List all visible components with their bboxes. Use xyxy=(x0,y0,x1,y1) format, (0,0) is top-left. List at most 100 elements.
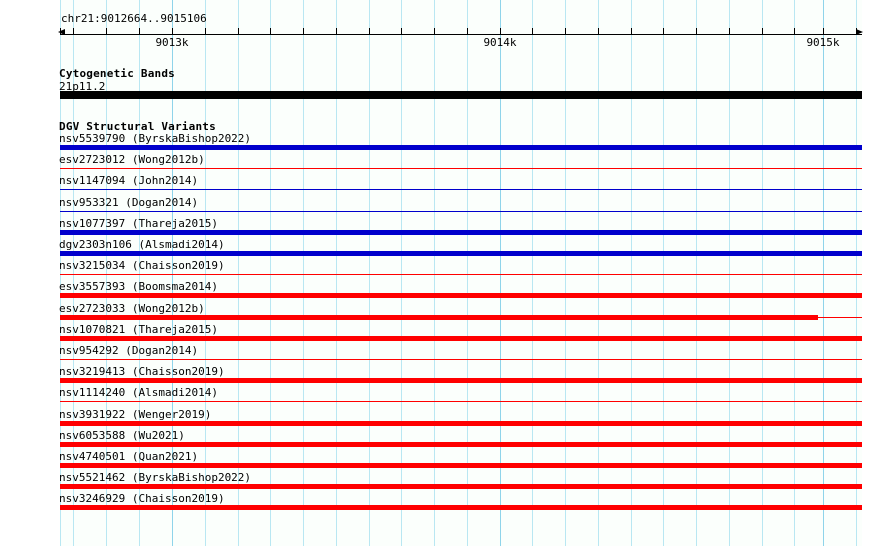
ruler-tick xyxy=(205,28,206,35)
dgv-variant-bar[interactable] xyxy=(60,401,862,403)
ruler-tick xyxy=(369,28,370,35)
right-margin xyxy=(862,0,890,546)
gridline xyxy=(336,0,337,546)
dgv-track-label[interactable]: nsv3246929 (Chaisson2019) xyxy=(59,492,225,506)
gridline xyxy=(270,0,271,546)
dgv-track-label[interactable]: nsv953321 (Dogan2014) xyxy=(59,195,199,209)
ruler-tick xyxy=(762,28,763,35)
ruler-tick xyxy=(663,28,664,35)
ruler-tick xyxy=(500,28,501,35)
ruler-arrow-right-icon xyxy=(856,29,863,35)
gridline xyxy=(172,0,173,546)
ruler-tick xyxy=(856,28,857,35)
ruler-tick xyxy=(238,28,239,35)
ruler-tick xyxy=(696,28,697,35)
ruler-tick xyxy=(172,28,173,35)
gridline xyxy=(663,0,664,546)
ruler-tick xyxy=(303,28,304,35)
gridline xyxy=(823,0,824,546)
gridline xyxy=(532,0,533,546)
gridline xyxy=(369,0,370,546)
dgv-track-label[interactable]: nsv5521462 (ByrskaBishop2022) xyxy=(59,471,252,485)
cytoband-label: 21p11.2 xyxy=(59,80,106,93)
gridline xyxy=(565,0,566,546)
dgv-track-label[interactable]: nsv3219413 (Chaisson2019) xyxy=(59,365,225,379)
cytoband-bar[interactable] xyxy=(60,91,862,99)
dgv-track-label[interactable]: nsv1070821 (Thareja2015) xyxy=(59,322,218,336)
ruler-tick xyxy=(823,28,824,35)
gridline xyxy=(631,0,632,546)
ruler-tick xyxy=(401,28,402,35)
dgv-track-label[interactable]: nsv3931922 (Wenger2019) xyxy=(59,407,212,421)
dgv-variant-bar[interactable] xyxy=(60,189,862,191)
dgv-track-label[interactable]: nsv1114240 (Alsmadi2014) xyxy=(59,386,218,400)
dgv-track-label[interactable]: nsv6053588 (Wu2021) xyxy=(59,428,185,442)
gridline xyxy=(762,0,763,546)
dgv-variant-bar[interactable] xyxy=(60,505,862,511)
ruler-tick xyxy=(794,28,795,35)
dgv-track-label[interactable]: esv3557393 (Boomsma2014) xyxy=(59,280,218,294)
dgv-track-label[interactable]: esv2723012 (Wong2012b) xyxy=(59,153,205,167)
gridline xyxy=(205,0,206,546)
dgv-track-label[interactable]: dgv2303n106 (Alsmadi2014) xyxy=(59,238,225,251)
ruler-tick xyxy=(270,28,271,35)
gridline xyxy=(434,0,435,546)
gridline xyxy=(401,0,402,546)
dgv-variant-bar[interactable] xyxy=(60,420,862,426)
dgv-track-label[interactable]: nsv4740501 (Quan2021) xyxy=(59,450,199,463)
gridline xyxy=(60,0,61,546)
ruler-tick xyxy=(139,28,140,35)
ruler-tick xyxy=(336,28,337,35)
dgv-structural-variants-title: DGV Structural Variants xyxy=(59,120,216,133)
dgv-track-label[interactable]: nsv1077397 (Thareja2015) xyxy=(59,216,218,230)
cytogenetic-bands-title: Cytogenetic Bands xyxy=(59,67,175,80)
dgv-variant-bar[interactable] xyxy=(60,293,862,299)
dgv-variant-bar[interactable] xyxy=(60,168,862,170)
gridline xyxy=(73,0,74,546)
ruler-tick xyxy=(598,28,599,35)
gridline xyxy=(729,0,730,546)
dgv-track-label[interactable]: nsv3215034 (Chaisson2019) xyxy=(59,259,225,273)
dgv-variant-bar[interactable] xyxy=(60,463,862,468)
gridline xyxy=(856,0,857,546)
dgv-variant-bar[interactable] xyxy=(60,335,862,341)
ruler-tick xyxy=(434,28,435,35)
dgv-track-label[interactable]: nsv5539790 (ByrskaBishop2022) xyxy=(59,132,252,145)
gridline xyxy=(598,0,599,546)
gridline xyxy=(303,0,304,546)
ruler-tick xyxy=(60,28,61,35)
dgv-track-label[interactable]: nsv1147094 (John2014) xyxy=(59,174,199,188)
dgv-variant-bar[interactable] xyxy=(60,145,862,150)
ruler-tick xyxy=(467,28,468,35)
ruler-tick xyxy=(106,28,107,35)
dgv-track-label[interactable]: nsv954292 (Dogan2014) xyxy=(59,344,199,357)
dgv-variant-bar[interactable] xyxy=(60,251,862,256)
left-margin xyxy=(0,0,60,546)
ruler-tick-label: 9015k xyxy=(806,36,840,49)
gridline xyxy=(696,0,697,546)
ruler-axis-line xyxy=(60,34,862,35)
gridline xyxy=(500,0,501,546)
ruler-tick xyxy=(73,28,74,35)
dgv-variant-bar[interactable] xyxy=(60,314,818,320)
gridline xyxy=(139,0,140,546)
ruler-tick xyxy=(565,28,566,35)
dgv-variant-bar[interactable] xyxy=(60,441,862,447)
gridline xyxy=(106,0,107,546)
ruler-tick xyxy=(631,28,632,35)
gridline xyxy=(794,0,795,546)
ruler-tick xyxy=(729,28,730,35)
dgv-variant-bar[interactable] xyxy=(60,359,862,360)
locus-label: chr21:9012664..9015106 xyxy=(61,12,207,25)
ruler-tick xyxy=(532,28,533,35)
dgv-variant-bar[interactable] xyxy=(60,378,862,384)
dgv-variant-bar[interactable] xyxy=(60,229,862,235)
dgv-track-label[interactable]: esv2723033 (Wong2012b) xyxy=(59,301,205,315)
ruler-tick-label: 9013k xyxy=(155,36,189,49)
dgv-variant-bar[interactable] xyxy=(60,274,862,276)
ruler-arrow-left-icon xyxy=(58,29,65,35)
dgv-variant-bar[interactable] xyxy=(60,484,862,490)
dgv-variant-bar[interactable] xyxy=(60,210,862,212)
gridline xyxy=(238,0,239,546)
